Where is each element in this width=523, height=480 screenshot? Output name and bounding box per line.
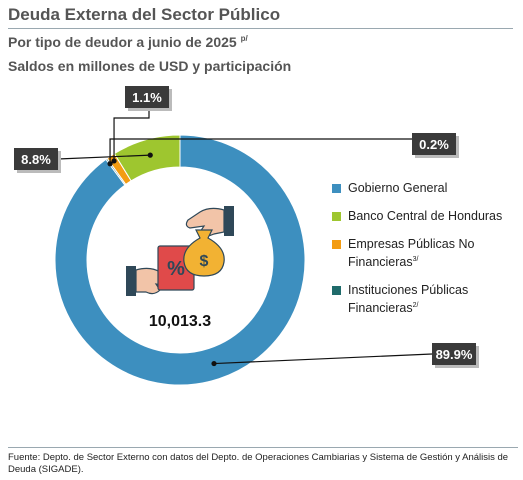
- leader-line-4: [109, 138, 412, 164]
- chart-subtitle-units: Saldos en millones de USD y participació…: [8, 58, 292, 74]
- data-label-4: 0.2%: [419, 137, 449, 152]
- leader-dot-2: [147, 152, 153, 158]
- data-label-1: 89.9%: [436, 347, 473, 362]
- legend-footnote: 3/: [412, 256, 419, 263]
- chart-title: Deuda Externa del Sector Público: [8, 5, 281, 24]
- data-label-box: [14, 148, 58, 170]
- title-divider: [8, 28, 513, 29]
- data-label-3: 1.1%: [132, 90, 162, 105]
- chart-subtitle: Por tipo de deudor a junio de 2025 p/: [8, 34, 248, 50]
- leader-line-1: [213, 353, 433, 365]
- legend-item: Empresas Públicas No Financieras3/: [332, 236, 517, 270]
- svg-text:%: %: [167, 258, 185, 280]
- donut-slice-2: [113, 134, 181, 182]
- data-label-box: [125, 86, 169, 108]
- svg-text:$: $: [200, 253, 209, 270]
- source-divider: [8, 447, 518, 448]
- leader-line-2: [57, 154, 151, 160]
- money-exchange-icon: % $: [126, 206, 234, 296]
- legend-item: Instituciones Públicas Financieras2/: [332, 282, 517, 316]
- legend-item: Banco Central de Honduras: [332, 208, 517, 224]
- legend-swatch: [332, 212, 341, 221]
- data-label-box: [412, 133, 456, 155]
- donut-chart: 89.9% 8.8% 1.1% 0.2% % $ 10,013.3: [14, 86, 479, 386]
- data-label-2: 8.8%: [21, 152, 51, 167]
- legend-swatch: [332, 286, 341, 295]
- source-note: Fuente: Depto. de Sector Externo con dat…: [8, 452, 509, 475]
- leader-dot-1: [211, 360, 217, 367]
- donut-slice-1: [54, 134, 306, 386]
- legend-label: Empresas Públicas No Financieras: [348, 237, 475, 269]
- data-label-box: [432, 343, 476, 365]
- legend-label: Instituciones Públicas Financieras: [348, 283, 469, 315]
- donut-total-value: 10,013.3: [149, 313, 211, 330]
- legend-label: Gobierno General: [348, 181, 448, 195]
- leader-dot-3: [111, 158, 117, 164]
- leader-dot-4: [107, 161, 113, 167]
- legend-swatch: [332, 184, 341, 193]
- chart-legend: Gobierno General Banco Central de Hondura…: [332, 180, 517, 328]
- legend-swatch: [332, 240, 341, 249]
- legend-footnote: 2/: [412, 302, 419, 309]
- legend-item: Gobierno General: [332, 180, 517, 196]
- legend-label: Banco Central de Honduras: [348, 209, 503, 223]
